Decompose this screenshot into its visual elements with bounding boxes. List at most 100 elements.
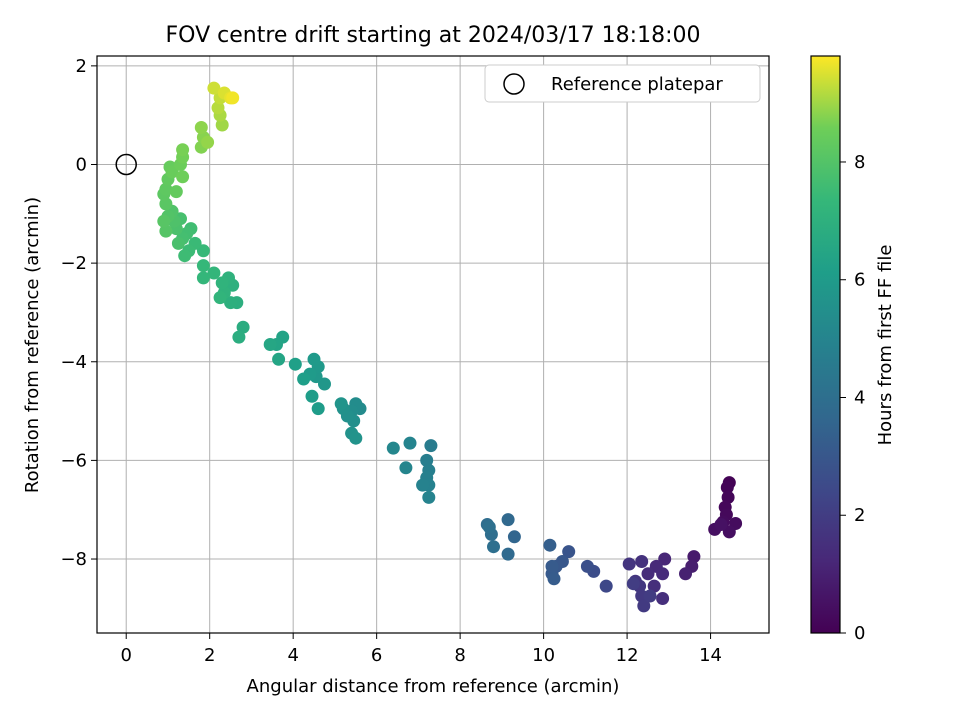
data-point (399, 461, 413, 475)
data-point (507, 530, 521, 544)
y-tick-label: −8 (60, 549, 87, 570)
legend-label: Reference platepar (551, 74, 723, 95)
x-tick-label: 14 (699, 645, 722, 666)
data-point (307, 352, 321, 366)
y-tick-label: 0 (76, 154, 87, 175)
plot-frame (96, 55, 770, 634)
data-point (176, 170, 190, 184)
data-point (658, 552, 672, 566)
data-point (643, 589, 657, 603)
data-point (422, 490, 436, 504)
data-point (263, 338, 277, 351)
data-point (416, 478, 430, 492)
data-point (349, 431, 363, 445)
data-point (501, 547, 515, 561)
reference-marker (115, 153, 137, 176)
legend-marker-icon (503, 73, 525, 95)
data-point (213, 291, 227, 305)
data-point (545, 559, 559, 573)
data-point (647, 579, 661, 593)
data-point (622, 557, 636, 571)
data-point (201, 135, 215, 149)
x-tick-label: 12 (616, 645, 639, 666)
y-axis-ticks: 2 0 −2 −4 −6 −8 (60, 56, 97, 570)
data-point (215, 118, 229, 132)
y-tick-label: 2 (76, 56, 87, 77)
data-point (224, 296, 238, 310)
data-point (169, 185, 183, 199)
data-point (211, 101, 225, 115)
data-point (297, 372, 311, 386)
data-point (272, 352, 286, 366)
data-point (687, 550, 701, 564)
x-tick-label: 2 (204, 645, 215, 666)
data-point (159, 224, 173, 238)
colorbar-tick-label: 0 (854, 623, 865, 644)
data-point (656, 592, 670, 605)
x-tick-label: 8 (454, 645, 465, 666)
colorbar-tick-label: 4 (854, 387, 865, 408)
colorbar-ticks: 0 2 4 6 8 (840, 152, 865, 644)
data-point (194, 121, 208, 134)
data-point (679, 567, 692, 581)
data-point (722, 525, 736, 539)
x-axis-label: Angular distance from reference (arcmin) (247, 676, 620, 697)
data-point (288, 357, 302, 371)
chart-title: FOV centre drift starting at 2024/03/17 … (166, 23, 701, 48)
colorbar-label: Hours from first FF file (875, 245, 896, 446)
data-point (207, 266, 221, 280)
legend: Reference platepar (484, 64, 761, 103)
data-point (482, 520, 496, 534)
data-points (157, 81, 743, 613)
data-point (599, 579, 613, 593)
data-point (176, 143, 190, 157)
data-point (580, 559, 594, 573)
data-point (721, 490, 735, 504)
x-tick-label: 10 (532, 645, 555, 666)
data-point (165, 165, 179, 179)
data-point (487, 540, 500, 554)
data-point (562, 545, 576, 559)
data-point (159, 182, 173, 196)
data-point (635, 555, 649, 568)
data-point (656, 567, 670, 581)
data-point (236, 320, 250, 334)
data-point (159, 197, 173, 211)
data-point (501, 513, 515, 527)
data-point (318, 377, 331, 391)
y-tick-label: −4 (60, 352, 87, 373)
data-point (196, 271, 210, 285)
y-axis-label: Rotation from reference (arcmin) (22, 197, 43, 493)
data-point (420, 453, 434, 467)
data-point (171, 236, 185, 250)
data-point (196, 244, 210, 258)
x-tick-label: 6 (371, 645, 382, 666)
data-point (424, 439, 438, 453)
data-point (334, 397, 348, 411)
data-point (543, 538, 557, 552)
data-point (196, 259, 210, 273)
data-point (714, 518, 728, 531)
data-point (547, 572, 561, 586)
y-tick-label: −2 (60, 253, 87, 274)
x-tick-label: 0 (120, 645, 131, 666)
colorbar-tick-label: 6 (854, 270, 865, 291)
data-point (207, 81, 221, 95)
data-point (311, 402, 325, 416)
data-point (157, 214, 171, 228)
legend-box (484, 64, 761, 103)
data-point (720, 481, 734, 494)
colorbar-tick-label: 2 (854, 505, 865, 526)
x-tick-label: 4 (287, 645, 298, 666)
data-point (637, 599, 651, 613)
data-point (403, 436, 417, 450)
data-point (178, 249, 192, 263)
colorbar: 0 2 4 6 8 Hours from first FF file (810, 55, 896, 644)
data-point (386, 441, 400, 455)
reference-platepar-point (115, 153, 137, 176)
data-point (232, 330, 246, 344)
data-point (215, 276, 229, 290)
data-point (626, 577, 640, 591)
x-axis-ticks: 0 2 4 6 8 10 12 14 (120, 633, 722, 666)
